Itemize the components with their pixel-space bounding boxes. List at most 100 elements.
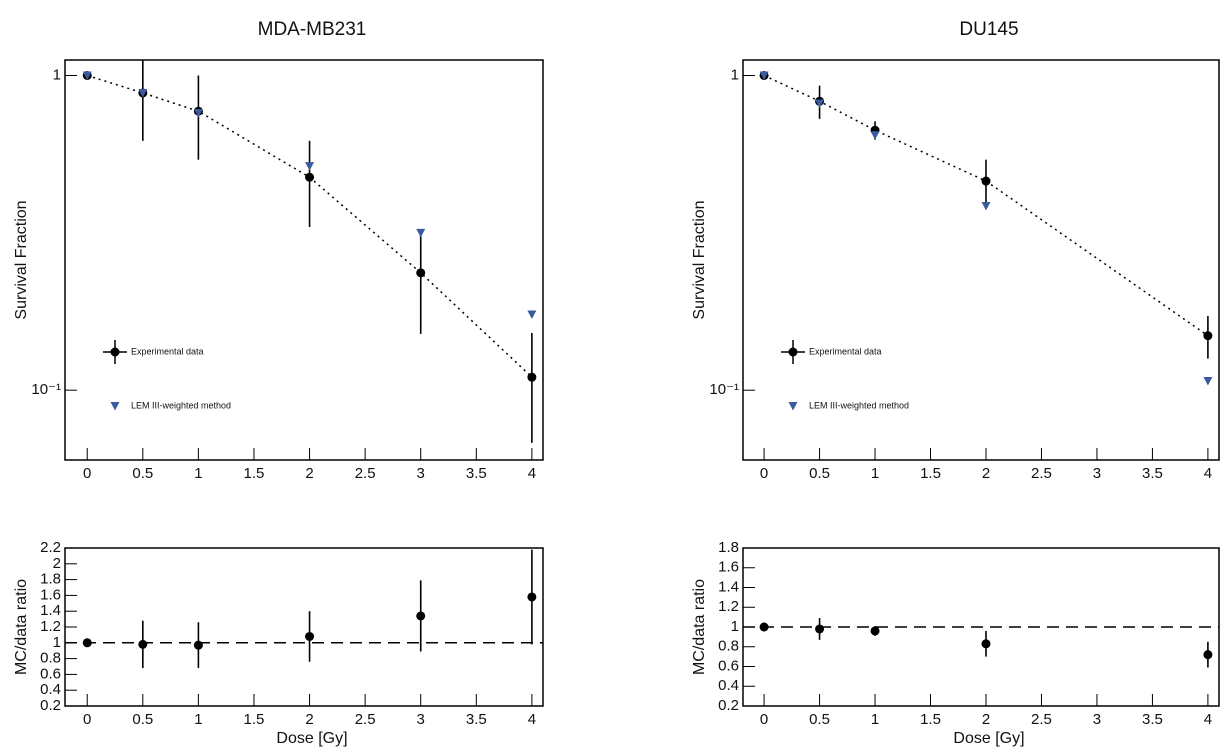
triangle-marker <box>82 71 92 80</box>
x-tick-label: 3.5 <box>1142 465 1163 482</box>
circle-marker <box>527 592 537 602</box>
legend-label: Experimental data <box>131 346 204 356</box>
triangle-marker <box>788 402 798 411</box>
x-tick-label: 1.5 <box>920 711 941 728</box>
circle-marker <box>815 624 825 634</box>
y-tick-label: 2 <box>53 555 61 572</box>
triangle-marker <box>981 201 991 211</box>
y-tick-label: 0.8 <box>718 638 739 655</box>
x-tick-label: 0 <box>83 465 91 482</box>
x-tick-label: 3 <box>1093 711 1101 728</box>
x-tick-label: 4 <box>528 465 536 482</box>
panel: Dose [Gy] MC/data ratio 0 0.5 1 1.5 2 2.5 3 3.5 4 0… <box>691 539 1220 747</box>
x-tick-label: 1 <box>871 465 879 482</box>
triangle-marker <box>759 71 769 80</box>
circle-marker <box>416 268 426 278</box>
y-axis-label: Survival Fraction <box>13 200 30 319</box>
x-tick-label: 1.5 <box>920 465 941 482</box>
y-axis-label: MC/data ratio <box>13 579 30 675</box>
y-tick-label: 0.8 <box>40 650 61 667</box>
circle-marker <box>305 172 315 182</box>
triangle-marker <box>193 108 203 118</box>
x-tick-label: 2.5 <box>1031 465 1052 482</box>
y-tick-label: 1.4 <box>718 578 739 595</box>
x-tick-label: 1.5 <box>244 711 265 728</box>
y-tick-label: 0.4 <box>718 677 739 694</box>
y-tick-label: 1 <box>731 66 739 83</box>
x-tick-label: 0 <box>760 711 768 728</box>
circle-marker <box>788 347 798 357</box>
y-tick-label: 1.6 <box>718 559 739 576</box>
circle-marker <box>1203 650 1213 660</box>
triangle-marker <box>416 228 426 238</box>
fit-line <box>87 74 533 378</box>
x-tick-label: 2.5 <box>1031 711 1052 728</box>
y-tick-label: 0.6 <box>718 657 739 674</box>
x-tick-label: 0 <box>83 711 91 728</box>
x-tick-label: 3.5 <box>1142 711 1163 728</box>
plot-area <box>759 70 1213 386</box>
circle-marker <box>82 638 92 648</box>
y-tick-label: 1 <box>53 634 61 651</box>
x-tick-label: 1 <box>194 465 202 482</box>
circle-marker <box>416 611 426 621</box>
y-tick-label: 1.8 <box>718 539 739 556</box>
x-tick-label: 0.5 <box>132 465 153 482</box>
y-tick-label: 1 <box>53 66 61 83</box>
plot-area <box>82 60 537 443</box>
y-tick-label: 0.2 <box>40 697 61 714</box>
plot-area <box>65 549 543 669</box>
legend-label: Experimental data <box>809 346 882 356</box>
panel: Dose [Gy] MC/data ratio 0 0.5 1 1.5 2 2.5 3 3.5 4 0… <box>13 539 544 747</box>
x-tick-label: 3 <box>417 465 425 482</box>
triangle-marker <box>138 88 148 98</box>
y-tick-label: 1.2 <box>40 618 61 635</box>
x-tick-label: 4 <box>528 711 536 728</box>
y-tick-label: 0.6 <box>40 665 61 682</box>
x-tick-label: 2 <box>305 465 313 482</box>
y-tick-label: 2.2 <box>40 539 61 556</box>
y-axis-label: MC/data ratio <box>691 579 708 675</box>
x-tick-label: 0 <box>760 465 768 482</box>
triangle-marker <box>870 131 880 140</box>
x-tick-label: 4 <box>1204 711 1212 728</box>
plot-frame <box>64 59 544 461</box>
x-tick-label: 2.5 <box>355 465 376 482</box>
x-tick-label: 3.5 <box>466 465 487 482</box>
y-tick-label: 0.4 <box>40 681 61 698</box>
x-axis-label: Dose [Gy] <box>953 730 1024 747</box>
plot-frame <box>742 59 1220 461</box>
y-tick-label: 1.6 <box>40 586 61 603</box>
circle-marker <box>110 347 120 357</box>
triangle-marker <box>1203 376 1213 386</box>
x-tick-label: 2 <box>982 711 990 728</box>
x-tick-label: 1.5 <box>244 465 265 482</box>
x-tick-label: 2 <box>982 465 990 482</box>
triangle-marker <box>110 402 120 411</box>
x-tick-label: 0.5 <box>132 711 153 728</box>
chart-title: MDA-MB231 <box>258 19 367 40</box>
circle-marker <box>305 631 315 641</box>
y-tick-label: 0.2 <box>718 697 739 714</box>
circle-marker <box>759 622 769 632</box>
x-tick-label: 0.5 <box>809 465 830 482</box>
plot-area <box>743 618 1219 668</box>
y-axis-label: Survival Fraction <box>691 200 708 319</box>
triangle-marker <box>815 99 825 108</box>
y-tick-label: 1.8 <box>40 571 61 588</box>
x-axis-label: Dose [Gy] <box>276 730 347 747</box>
circle-marker <box>1203 331 1213 341</box>
circle-marker <box>870 626 880 636</box>
circle-marker <box>981 176 991 186</box>
legend-label: LEM III-weighted method <box>131 400 231 410</box>
chart-title: DU145 <box>959 19 1018 40</box>
x-tick-label: 4 <box>1204 465 1212 482</box>
plot-frame <box>64 547 544 707</box>
y-tick-label: 1.4 <box>40 602 61 619</box>
panel: MDA-MB231 Survival Fraction 0 0.5 1 1.5 2 2.5 3 3… <box>13 19 544 482</box>
circle-marker <box>981 639 991 649</box>
x-tick-label: 3 <box>417 711 425 728</box>
x-tick-label: 1 <box>194 711 202 728</box>
x-tick-label: 0.5 <box>809 711 830 728</box>
